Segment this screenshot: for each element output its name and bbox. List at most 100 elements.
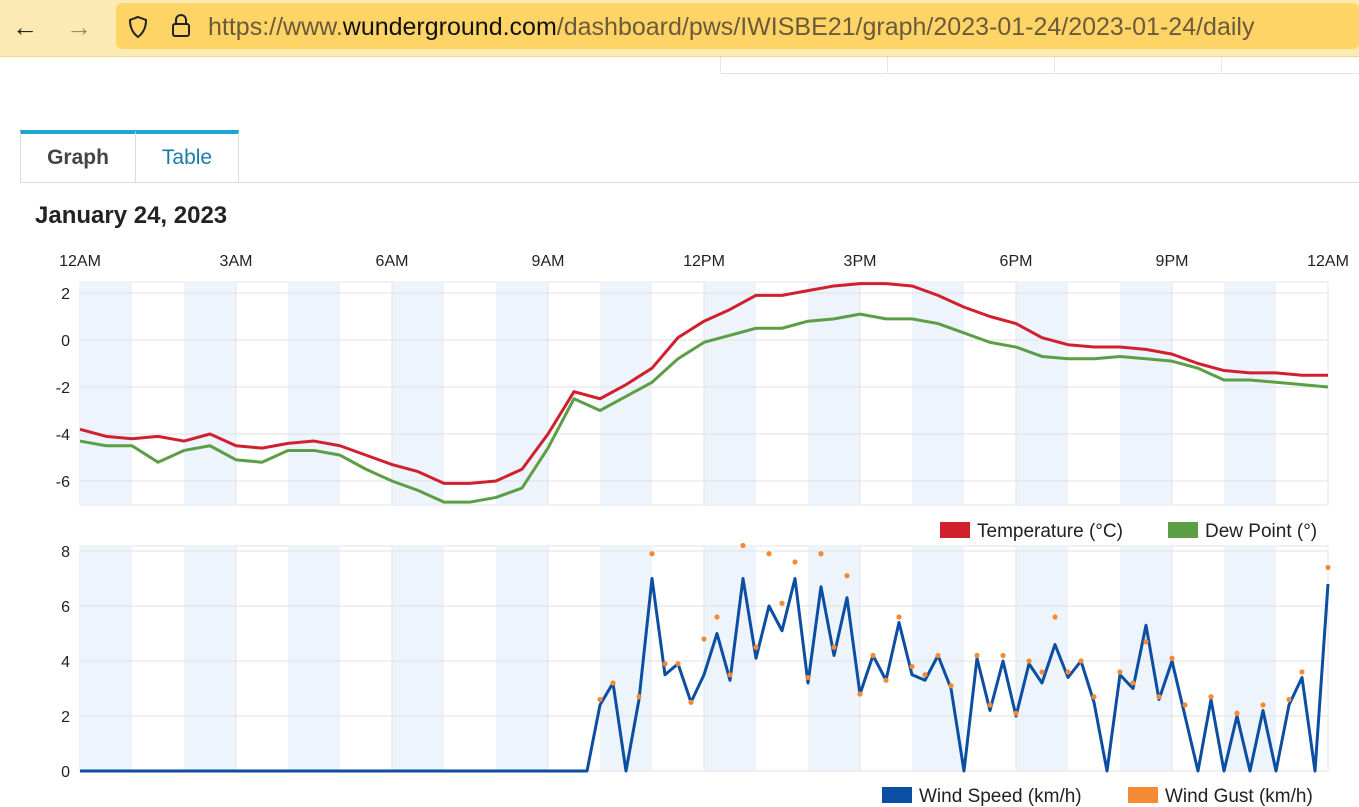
hour-band: [80, 546, 132, 771]
x-tick-label: 6PM: [1000, 253, 1033, 270]
wind-gust-point: [766, 551, 772, 557]
wind-gust-point: [688, 699, 694, 705]
y-tick-label: 6: [61, 599, 70, 616]
url-text[interactable]: https://www.wunderground.com/dashboard/p…: [208, 13, 1254, 42]
wind-gust-point: [896, 614, 902, 620]
wind-gust-point: [753, 644, 759, 650]
wind-gust-point: [1143, 639, 1149, 645]
wind-gust-point: [727, 672, 733, 678]
wind-gust-point: [1260, 702, 1266, 708]
wind-gust-point: [1169, 655, 1175, 661]
hour-band: [184, 546, 236, 771]
wind-gust-point: [1013, 710, 1019, 716]
dew-point-line: [79, 312, 1329, 504]
hour-band: [288, 282, 340, 505]
wind-gust-point: [1286, 696, 1292, 703]
y-tick-label: -6: [56, 474, 70, 491]
wind-gust-point: [844, 573, 850, 579]
wind-gust-point: [714, 614, 720, 620]
wind-gust-point: [662, 661, 668, 667]
wind-gust-point: [1039, 669, 1045, 675]
hour-band: [80, 282, 132, 505]
x-tick-label: 6AM: [376, 253, 409, 270]
browser-toolbar: ← → https://www.wunderground.com/dashboa…: [0, 0, 1359, 57]
wind-speed-line: [80, 577, 1330, 773]
wind-gust-point: [922, 672, 928, 678]
y-tick-label: -4: [56, 427, 70, 444]
wind-gust-point: [1208, 694, 1214, 700]
wind-gust-point: [597, 696, 603, 703]
wind-gust-point: [870, 652, 876, 659]
y-tick-label: 0: [61, 333, 70, 350]
wind-gust-point: [740, 542, 746, 549]
wind-gust-point: [831, 644, 837, 650]
wind-gust-point: [1325, 564, 1331, 571]
hour-band: [704, 282, 756, 505]
wind-gust-point: [1234, 710, 1240, 716]
wind-gust-point: [610, 680, 616, 686]
x-tick-label: 12AM: [59, 253, 101, 270]
wind-gust-point: [805, 674, 811, 681]
legend-swatch: [1128, 787, 1158, 803]
url-domain: wunderground.com: [342, 13, 557, 41]
page-title: January 24, 2023: [35, 202, 228, 229]
wind-gust-point: [948, 683, 954, 689]
wind-gust-point: [1156, 694, 1162, 700]
shield-icon: [128, 15, 148, 39]
wind-gust-point: [1065, 669, 1071, 675]
wind-gust-point: [792, 559, 798, 565]
wind-gust-point: [779, 600, 785, 606]
legend-swatch: [940, 522, 970, 538]
wind-gust-point: [1026, 658, 1032, 664]
wind-gust-point: [675, 661, 681, 667]
wind-gust-point: [701, 636, 707, 642]
wind-gust-point: [1299, 669, 1305, 675]
y-tick-label: 4: [61, 654, 70, 671]
wind-gust-point: [1182, 702, 1188, 708]
y-tick-label: 2: [61, 286, 70, 303]
hour-band: [912, 282, 964, 505]
hour-band: [808, 546, 860, 771]
x-tick-label: 3PM: [844, 253, 877, 270]
legend-label: Temperature (°C): [977, 521, 1123, 542]
y-tick-label: -2: [56, 380, 70, 397]
tab-divider: [20, 182, 1359, 183]
hour-band: [1016, 282, 1068, 505]
legend-swatch: [1168, 522, 1198, 538]
url-prefix: https://www.: [208, 13, 343, 41]
wind-gust-point: [649, 551, 655, 557]
y-tick-label: 2: [61, 709, 70, 726]
hour-band: [704, 546, 756, 771]
wind-gust-point: [909, 663, 915, 670]
legend-swatch: [882, 787, 912, 803]
wind-gust-point: [1078, 658, 1084, 664]
wind-gust-point: [636, 694, 642, 700]
wind-gust-point: [1091, 694, 1097, 700]
hour-band: [184, 282, 236, 505]
x-tick-label: 9PM: [1156, 253, 1189, 270]
wind-gust-point: [935, 652, 941, 659]
wind-gust-point: [1130, 680, 1136, 686]
hour-band: [1224, 282, 1276, 505]
wind-gust-point: [818, 551, 824, 557]
hour-band: [392, 546, 444, 771]
y-tick-label: 8: [61, 544, 70, 561]
wind-gust-point: [883, 677, 889, 683]
wind-gust-point: [974, 652, 980, 659]
wind-gust-point: [1000, 652, 1006, 659]
url-path: /dashboard/pws/IWISBE21/graph/2023-01-24…: [556, 13, 1255, 41]
forward-arrow-icon[interactable]: →: [66, 12, 92, 42]
x-tick-label: 12AM: [1307, 253, 1349, 270]
header-strip: [720, 57, 1359, 74]
wind-gust-point: [1117, 669, 1123, 675]
legend-label: Dew Point (°): [1205, 521, 1317, 542]
hour-band: [288, 546, 340, 771]
hour-band: [1120, 282, 1172, 505]
legend-label: Wind Speed (km/h): [919, 786, 1082, 807]
back-arrow-icon[interactable]: ←: [12, 12, 38, 42]
legend-label: Wind Gust (km/h): [1165, 786, 1313, 807]
x-tick-label: 3AM: [220, 253, 253, 270]
hour-band: [496, 546, 548, 771]
url-bar[interactable]: https://www.wunderground.com/dashboard/p…: [116, 3, 1359, 49]
